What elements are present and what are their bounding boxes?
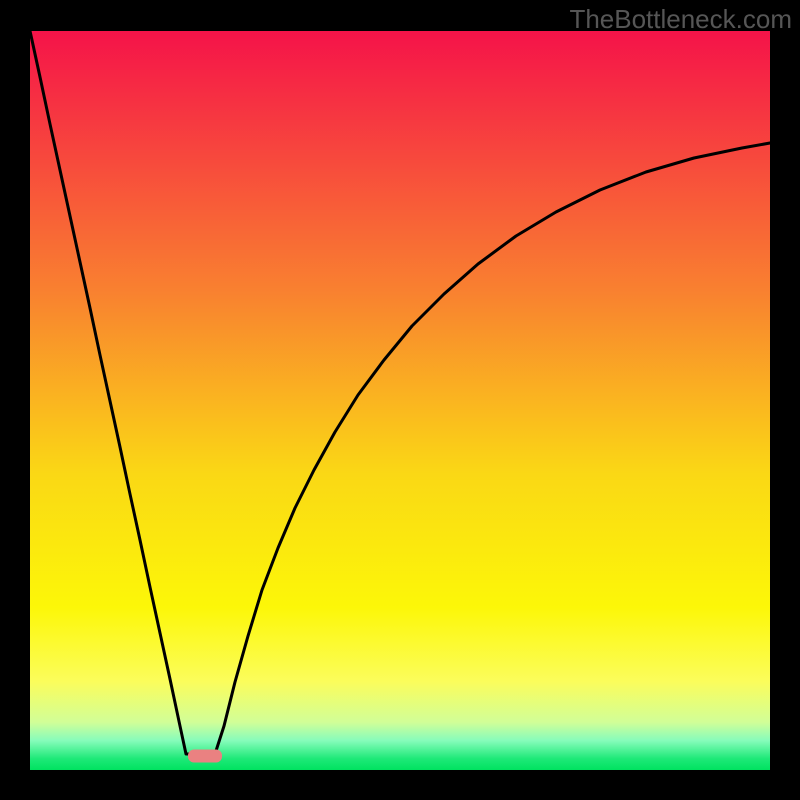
chart-svg	[0, 0, 800, 800]
plot-background	[30, 31, 770, 770]
chart-container: TheBottleneck.com	[0, 0, 800, 800]
optimal-marker	[188, 750, 222, 763]
watermark-text: TheBottleneck.com	[569, 4, 792, 35]
